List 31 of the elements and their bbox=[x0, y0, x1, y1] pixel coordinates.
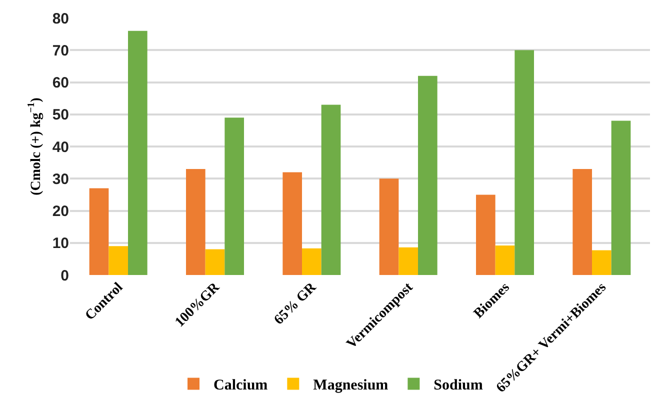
bar bbox=[321, 104, 341, 275]
y-tick-label: 30 bbox=[52, 170, 69, 188]
bar bbox=[302, 248, 322, 275]
bar bbox=[476, 194, 496, 275]
y-tick-label: 50 bbox=[52, 106, 69, 124]
x-tick-label: 65% GR bbox=[272, 280, 320, 328]
bar bbox=[592, 250, 612, 275]
y-tick-label: 70 bbox=[52, 42, 69, 60]
y-tick-label: 0 bbox=[60, 267, 69, 284]
y-tick-label: 20 bbox=[52, 203, 69, 220]
bar bbox=[611, 120, 631, 275]
bar bbox=[186, 168, 206, 275]
bar bbox=[418, 76, 438, 275]
y-tick-label: 80 bbox=[52, 10, 69, 28]
legend-label: Magnesium bbox=[313, 378, 389, 394]
bar bbox=[205, 249, 225, 275]
legend-label: Calcium bbox=[214, 378, 268, 394]
bar bbox=[108, 246, 128, 275]
bar bbox=[224, 118, 244, 275]
y-tick-label: 10 bbox=[52, 235, 69, 252]
bar bbox=[379, 178, 399, 275]
y-tick-label: 60 bbox=[52, 74, 69, 92]
bar bbox=[282, 172, 302, 275]
bar bbox=[514, 50, 534, 275]
legend-label: Sodium bbox=[434, 378, 484, 394]
bar bbox=[128, 30, 148, 275]
y-tick-label: 40 bbox=[52, 138, 69, 156]
bar bbox=[495, 245, 515, 275]
bar bbox=[89, 188, 109, 275]
bar bbox=[572, 168, 592, 275]
bar bbox=[398, 247, 418, 275]
